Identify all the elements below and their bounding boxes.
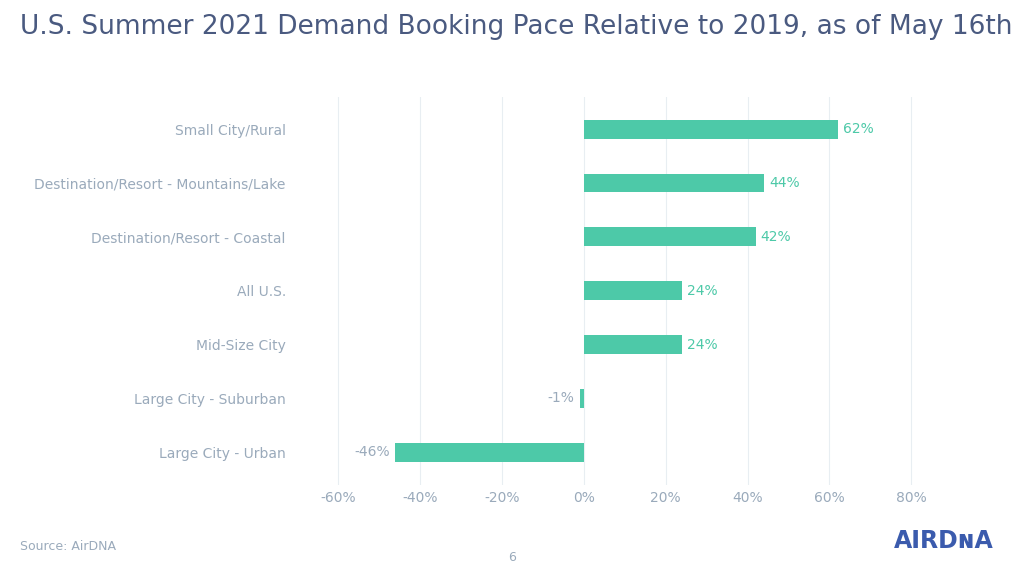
Text: 62%: 62% [843,122,873,136]
Text: 24%: 24% [687,284,718,298]
Text: AIRDɴA: AIRDɴA [894,529,993,553]
Bar [584,174,764,193]
Bar [395,443,584,462]
Bar [584,120,838,139]
Bar [580,389,584,408]
Text: 24%: 24% [687,337,718,352]
Text: U.S. Summer 2021 Demand Booking Pace Relative to 2019, as of May 16th: U.S. Summer 2021 Demand Booking Pace Rel… [20,14,1013,40]
Bar [584,227,756,246]
Text: Source: AirDNA: Source: AirDNA [20,540,117,553]
Bar [584,335,682,354]
Text: -46%: -46% [354,445,390,459]
Text: 44%: 44% [769,176,800,190]
Text: 6: 6 [508,551,516,564]
Text: 42%: 42% [761,230,792,244]
Bar [584,281,682,300]
Text: -1%: -1% [548,392,574,405]
